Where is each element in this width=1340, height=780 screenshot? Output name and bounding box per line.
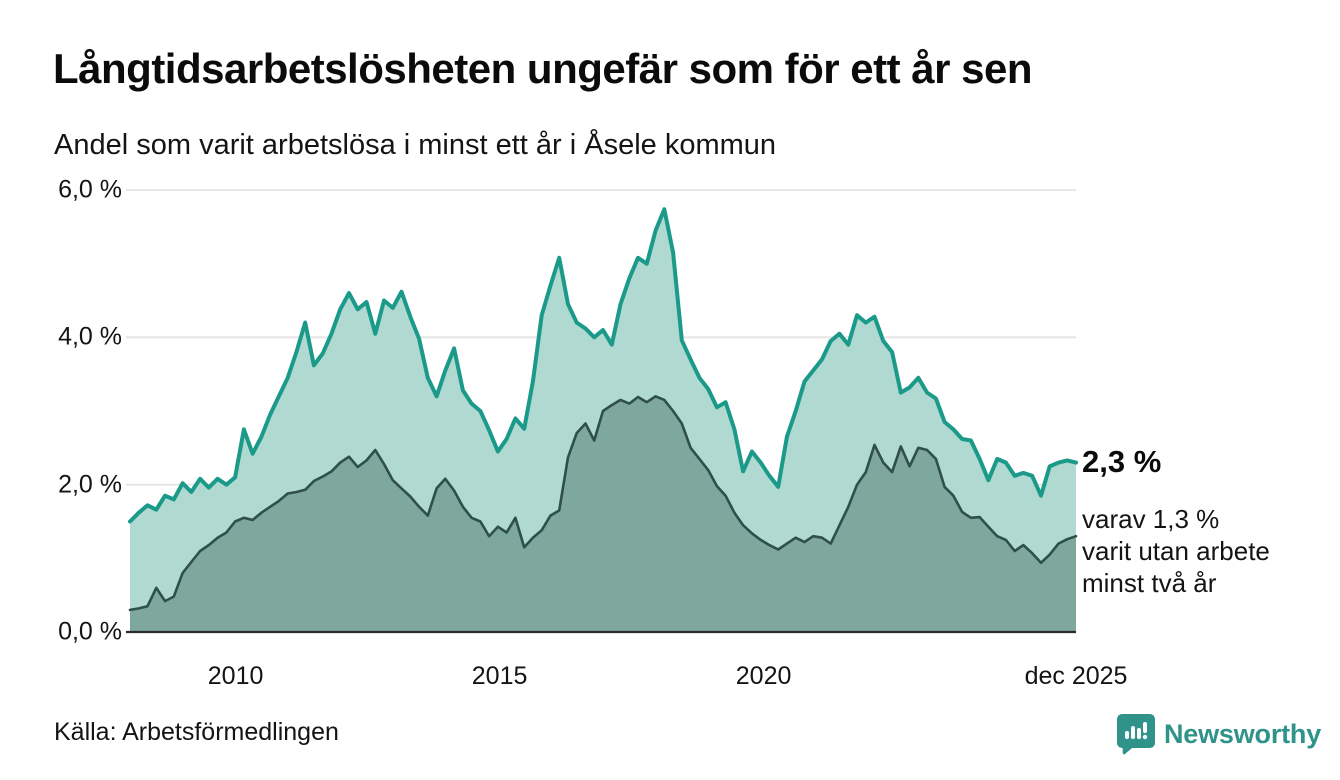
- series-min-two-years-area: [130, 396, 1076, 632]
- x-tick-label: 2010: [207, 662, 264, 690]
- series-min-two-years-line: [128, 395, 1078, 612]
- series-min-one-year-line: [128, 207, 1078, 524]
- annotation-line-2: varit utan arbete: [1082, 536, 1270, 566]
- y-tick-label: 2,0 %: [58, 470, 122, 499]
- newsworthy-wordmark: Newsworthy: [1164, 718, 1322, 749]
- speech-bubble-shape: [1117, 714, 1155, 755]
- bar-chart-glyph: [1125, 722, 1148, 740]
- newsworthy-logo-icon: [1117, 714, 1155, 755]
- newsworthy-brand: Newsworthy: [1117, 712, 1321, 756]
- source-label: Källa: Arbetsförmedlingen: [54, 718, 339, 746]
- x-tick-label: 2015: [471, 662, 528, 690]
- latest-value-label: 2,3 %: [1082, 444, 1162, 479]
- y-tick-label: 4,0 %: [58, 322, 122, 351]
- annotation-line-3: minst två år: [1082, 568, 1217, 598]
- chart-subtitle: Andel som varit arbetslösa i minst ett å…: [54, 129, 777, 161]
- x-tick-label: 2020: [735, 662, 792, 690]
- page-title: Långtidsarbetslösheten ungefär som för e…: [53, 45, 1033, 92]
- y-tick-label: 6,0 %: [58, 175, 122, 204]
- annotation-detail: varav 1,3 % varit utan arbete minst två …: [1082, 503, 1270, 599]
- y-tick-label: 0,0 %: [58, 617, 122, 646]
- x-tick-label: dec 2025: [1024, 662, 1128, 690]
- annotation-line-1: varav 1,3 %: [1082, 504, 1220, 534]
